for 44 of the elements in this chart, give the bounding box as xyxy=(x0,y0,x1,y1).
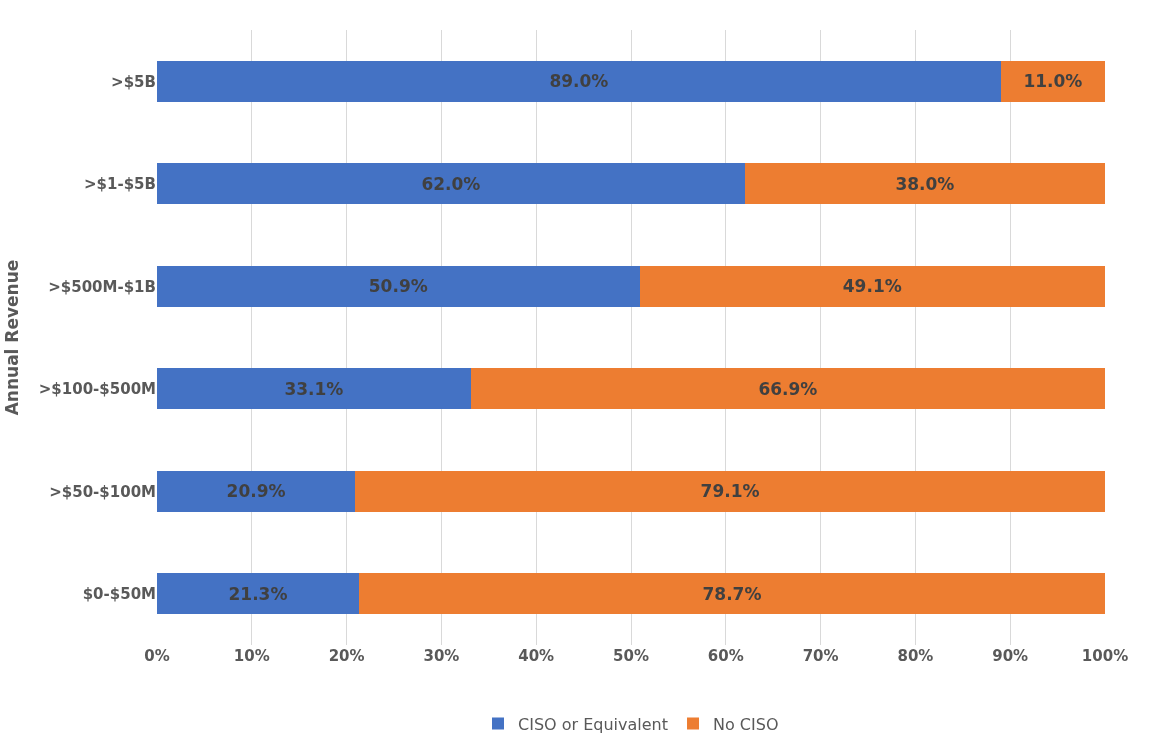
bar xyxy=(1000,60,1105,102)
x-tick-label: 80% xyxy=(897,647,934,665)
bar xyxy=(470,368,1105,410)
x-tick-label: 20% xyxy=(328,647,365,665)
data-label: 33.1% xyxy=(284,378,344,399)
bar xyxy=(157,60,1001,102)
data-label: 78.7% xyxy=(702,583,762,604)
legend-label: No CISO xyxy=(713,714,779,734)
bar xyxy=(157,163,745,205)
bar xyxy=(157,265,640,307)
data-label: 66.9% xyxy=(758,378,818,399)
y-tick-label: >$5B xyxy=(111,72,156,91)
y-tick-label: >$1-$5B xyxy=(84,175,156,193)
x-tick-label: 0% xyxy=(144,647,170,665)
x-tick-label: 40% xyxy=(518,647,555,665)
bar xyxy=(639,265,1105,307)
y-axis-title: Annual Revenue xyxy=(2,259,23,416)
bar xyxy=(744,163,1105,205)
data-label: 49.1% xyxy=(842,276,902,297)
data-label: 11.0% xyxy=(1023,71,1083,92)
y-tick-label: >$50-$100M xyxy=(49,482,156,501)
data-label: 89.0% xyxy=(549,71,609,92)
x-tick-label: 30% xyxy=(423,647,460,665)
y-tick-label: >$500M-$1B xyxy=(48,277,156,296)
data-label: 79.1% xyxy=(700,481,760,502)
bar xyxy=(157,573,359,615)
bar xyxy=(355,470,1105,512)
data-label: 21.3% xyxy=(228,583,288,604)
bar xyxy=(157,470,356,512)
x-tick-label: 10% xyxy=(233,647,270,665)
data-label: 50.9% xyxy=(368,276,428,297)
bar xyxy=(157,368,471,410)
x-tick-label: 90% xyxy=(992,647,1029,665)
x-tick-label: 70% xyxy=(802,647,839,665)
data-label: 20.9% xyxy=(226,481,286,502)
x-tick-label: 100% xyxy=(1081,647,1129,665)
legend-label: CISO or Equivalent xyxy=(518,714,669,734)
x-tick-label: 60% xyxy=(707,647,744,665)
bar xyxy=(358,573,1105,615)
data-label: 38.0% xyxy=(895,173,955,194)
data-label: 62.0% xyxy=(421,173,481,194)
x-tick-label: 50% xyxy=(613,647,649,665)
y-tick-label: >$100-$500M xyxy=(38,380,156,398)
y-tick-label: $0-$50M xyxy=(82,585,156,603)
